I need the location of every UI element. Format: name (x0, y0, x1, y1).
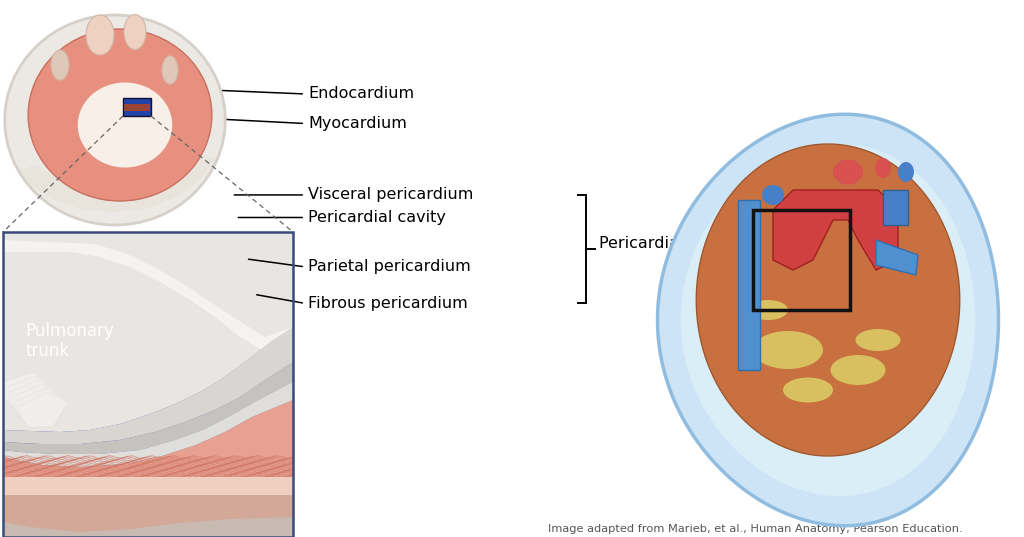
Polygon shape (25, 232, 32, 537)
Polygon shape (681, 144, 975, 496)
Ellipse shape (78, 83, 172, 168)
Polygon shape (104, 232, 112, 537)
Polygon shape (184, 232, 191, 537)
Polygon shape (6, 376, 56, 411)
Polygon shape (657, 114, 998, 526)
Polygon shape (243, 232, 250, 537)
Polygon shape (12, 384, 62, 419)
Text: Pericardial cavity: Pericardial cavity (308, 210, 446, 225)
Ellipse shape (124, 14, 146, 49)
Polygon shape (18, 392, 68, 427)
Polygon shape (883, 190, 908, 225)
Polygon shape (39, 232, 46, 537)
Polygon shape (170, 232, 177, 537)
Polygon shape (156, 232, 163, 537)
Polygon shape (264, 232, 271, 537)
Polygon shape (213, 232, 220, 537)
Ellipse shape (830, 355, 886, 385)
Polygon shape (3, 327, 293, 444)
Polygon shape (3, 477, 293, 495)
Polygon shape (773, 190, 898, 270)
Polygon shape (696, 144, 959, 456)
Polygon shape (17, 232, 25, 537)
Polygon shape (32, 232, 39, 537)
Polygon shape (220, 232, 227, 537)
Polygon shape (191, 232, 199, 537)
Text: Pulmonary
trunk: Pulmonary trunk (26, 322, 115, 360)
Polygon shape (76, 232, 83, 537)
Polygon shape (126, 232, 133, 537)
Polygon shape (177, 232, 184, 537)
Ellipse shape (855, 329, 900, 351)
Ellipse shape (762, 185, 784, 205)
Polygon shape (206, 232, 213, 537)
Polygon shape (20, 155, 215, 212)
Polygon shape (97, 232, 104, 537)
Bar (753, 210, 850, 310)
Polygon shape (3, 517, 293, 537)
Polygon shape (3, 362, 293, 454)
Polygon shape (15, 388, 65, 423)
Polygon shape (133, 232, 140, 537)
Polygon shape (738, 200, 760, 370)
Ellipse shape (86, 15, 114, 55)
Polygon shape (3, 382, 293, 467)
Ellipse shape (51, 50, 69, 80)
Ellipse shape (162, 56, 178, 84)
Text: Myocardium: Myocardium (308, 116, 407, 131)
Text: Visceral pericardium: Visceral pericardium (308, 187, 473, 202)
Polygon shape (279, 232, 286, 537)
Polygon shape (90, 232, 97, 537)
Bar (3, 232, 293, 537)
Polygon shape (199, 232, 206, 537)
Ellipse shape (898, 162, 914, 182)
Polygon shape (140, 232, 148, 537)
Polygon shape (112, 232, 119, 537)
Text: Pericardial sac: Pericardial sac (599, 236, 716, 251)
Polygon shape (234, 232, 243, 537)
Polygon shape (10, 232, 17, 537)
Polygon shape (119, 232, 126, 537)
Polygon shape (3, 232, 293, 432)
Polygon shape (163, 232, 170, 537)
Polygon shape (257, 232, 264, 537)
Polygon shape (3, 372, 53, 407)
Polygon shape (69, 232, 76, 537)
Text: Fibrous pericardium: Fibrous pericardium (308, 296, 468, 311)
Polygon shape (3, 400, 293, 477)
Polygon shape (271, 232, 279, 537)
Polygon shape (286, 232, 293, 537)
Polygon shape (3, 232, 10, 537)
Polygon shape (3, 240, 293, 362)
Polygon shape (3, 495, 293, 537)
Polygon shape (53, 232, 61, 537)
Ellipse shape (748, 300, 788, 320)
Ellipse shape (753, 331, 823, 369)
Ellipse shape (28, 29, 212, 201)
Polygon shape (876, 240, 918, 275)
Polygon shape (227, 232, 234, 537)
Polygon shape (9, 380, 59, 415)
Bar (124, 104, 150, 111)
Polygon shape (148, 232, 156, 537)
Text: Parietal pericardium: Parietal pericardium (308, 259, 471, 274)
Text: Endocardium: Endocardium (308, 86, 415, 101)
Text: Image adapted from Marieb, et al., Human Anatomy, Pearson Education.: Image adapted from Marieb, et al., Human… (548, 524, 963, 534)
Ellipse shape (783, 378, 833, 403)
Ellipse shape (5, 15, 225, 225)
Polygon shape (83, 232, 90, 537)
Ellipse shape (833, 159, 863, 185)
Polygon shape (46, 232, 53, 537)
Polygon shape (250, 232, 257, 537)
Polygon shape (61, 232, 69, 537)
Bar (123, 98, 151, 116)
Ellipse shape (874, 158, 891, 178)
